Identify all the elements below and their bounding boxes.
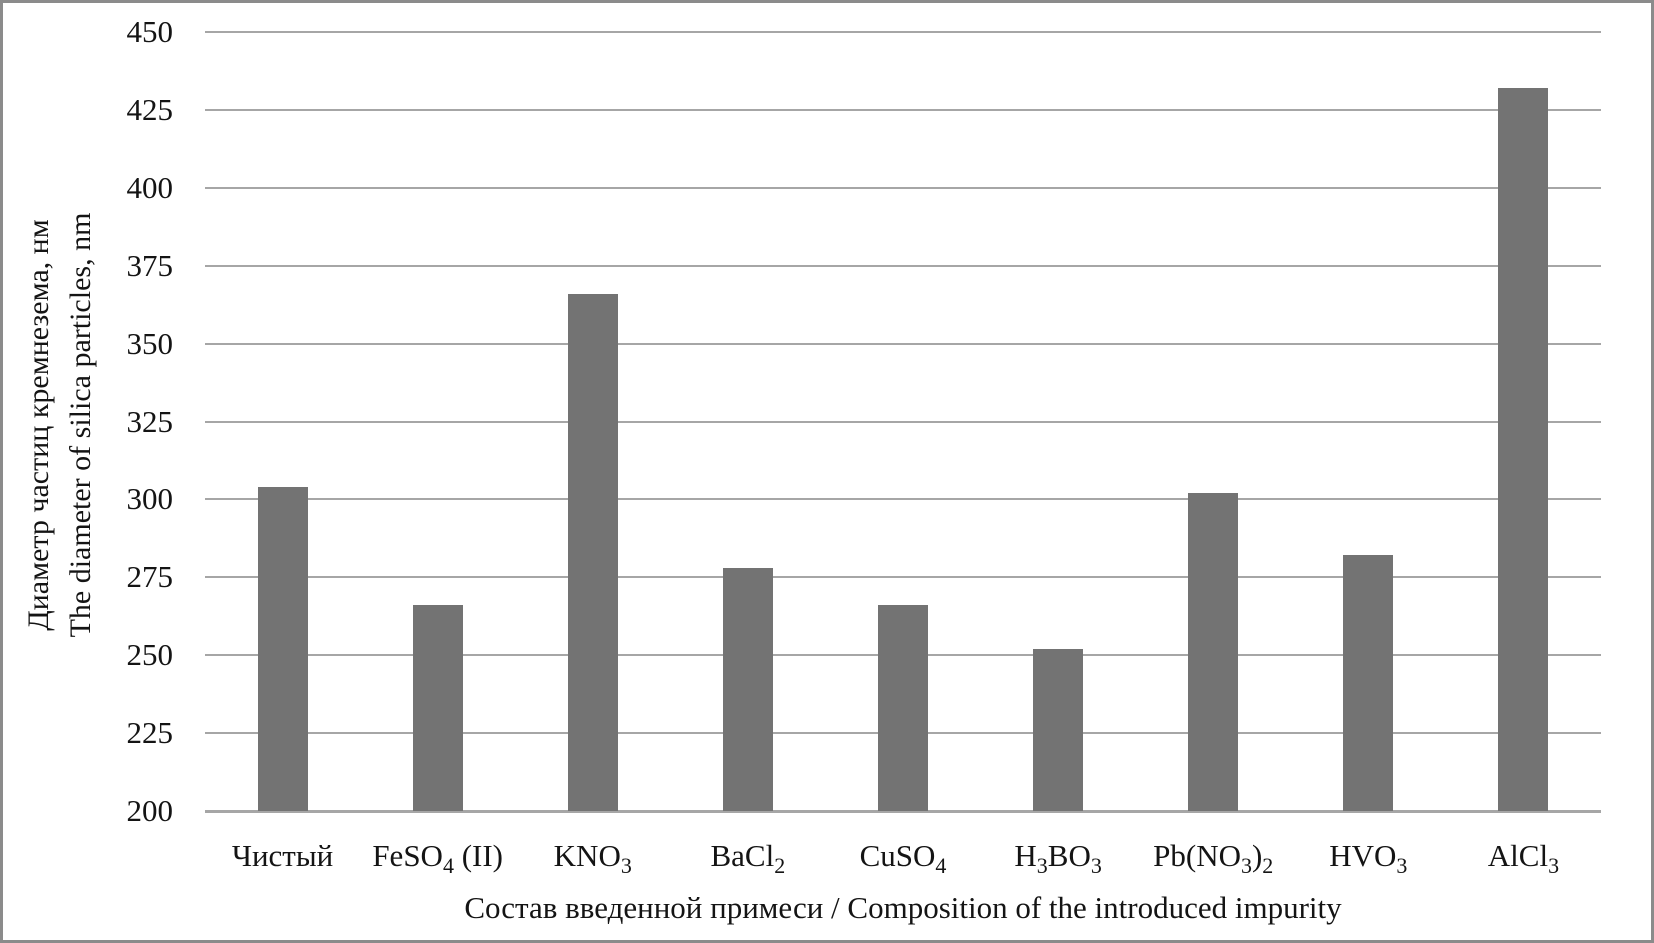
bar: [878, 605, 928, 811]
bar: [1188, 493, 1239, 811]
bar: [722, 567, 773, 811]
y-tick-label: 450: [126, 14, 174, 49]
y-tick-label: 425: [126, 91, 174, 127]
gridline: [205, 186, 1601, 189]
y-tick-label: 375: [126, 247, 174, 283]
y-axis-title: Диаметр частиц кремнезема, нм The diamet…: [18, 75, 102, 775]
gridline: [205, 342, 1601, 345]
gridline: [205, 108, 1601, 111]
gridline: [205, 576, 1601, 579]
x-category-label: Чистый: [231, 838, 334, 873]
bar: [1033, 648, 1084, 811]
x-category-label: FeSO4 (II): [372, 838, 503, 879]
bar: [257, 486, 308, 811]
gridline: [205, 420, 1601, 423]
x-category-label: CuSO4: [859, 838, 947, 879]
bar: [1498, 88, 1549, 811]
gridline: [205, 31, 1601, 33]
y-tick-label: 325: [126, 403, 174, 439]
y-tick-label: 275: [126, 559, 174, 595]
bar: [412, 605, 463, 811]
y-tick-label: 350: [126, 325, 174, 361]
y-tick-label: 400: [126, 169, 174, 205]
y-tick-label: 200: [126, 793, 174, 828]
y-axis-title-en: The diameter of silica particles, nm: [64, 212, 97, 638]
y-axis-title-ru: Диаметр частиц кремнезема, нм: [22, 219, 55, 631]
gridline: [205, 264, 1601, 267]
x-axis-line: [205, 810, 1601, 813]
gridline: [205, 498, 1601, 501]
x-category-label: Pb(NO3)2: [1153, 838, 1274, 879]
x-category-label: BaCl2: [710, 838, 786, 879]
y-tick-label: 250: [126, 637, 174, 673]
x-category-label: HVO3: [1329, 838, 1408, 879]
plot-area: [205, 31, 1601, 813]
y-tick-label: 300: [126, 481, 174, 517]
bar: [1343, 555, 1394, 811]
x-category-label: AlCl3: [1487, 838, 1560, 879]
bar: [567, 293, 618, 811]
x-category-label: KNO3: [553, 838, 632, 879]
x-category-label: H3BO3: [1014, 838, 1102, 879]
y-tick-label: 225: [126, 715, 174, 751]
x-axis-title: Состав введенной примеси / Composition o…: [464, 890, 1342, 925]
